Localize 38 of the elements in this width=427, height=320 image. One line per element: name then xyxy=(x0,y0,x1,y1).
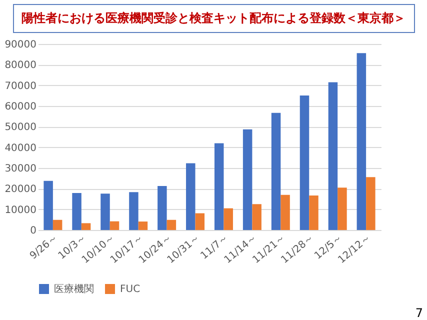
y-tick-label: 50000 xyxy=(4,122,36,134)
bar xyxy=(252,204,262,230)
bar xyxy=(100,194,110,230)
bar xyxy=(338,188,347,230)
y-tick-label: 40000 xyxy=(4,142,36,154)
bar xyxy=(138,222,148,230)
bar xyxy=(214,143,224,230)
y-tick-label: 30000 xyxy=(4,164,36,174)
y-tick-label: 90000 xyxy=(4,40,36,50)
y-tick-label: 60000 xyxy=(4,102,36,112)
bar xyxy=(129,192,138,230)
bar xyxy=(166,220,176,230)
y-tick-label: 80000 xyxy=(4,60,36,72)
bar xyxy=(186,163,196,230)
bar xyxy=(280,194,290,230)
bar xyxy=(271,112,281,230)
y-tick-label: 70000 xyxy=(4,80,36,92)
bar xyxy=(242,129,252,230)
bar xyxy=(44,180,53,230)
bar xyxy=(158,186,167,230)
legend-label: FUC xyxy=(120,284,140,295)
legend-label: 医療機関 xyxy=(54,283,94,295)
y-tick-label: 0 xyxy=(30,226,36,236)
chart-title: 陽性者における医療機関受診と検査キット配布による登録数＜東京都＞ xyxy=(12,4,414,33)
bar xyxy=(81,223,91,230)
bar xyxy=(328,82,338,230)
y-tick-label: 20000 xyxy=(4,184,36,196)
bar xyxy=(356,53,366,230)
bar xyxy=(309,195,318,230)
bar xyxy=(195,213,205,230)
bar xyxy=(224,208,233,230)
bar xyxy=(52,220,62,230)
bar xyxy=(366,177,376,230)
bar xyxy=(110,221,120,230)
text: 7 xyxy=(415,306,423,320)
y-tick-label: 10000 xyxy=(4,204,36,216)
bar xyxy=(300,95,310,230)
bar xyxy=(72,193,82,230)
